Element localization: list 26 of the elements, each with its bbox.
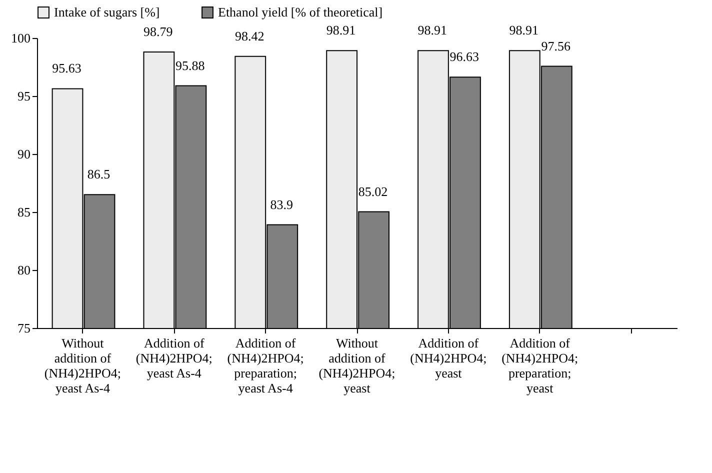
y-tick-label: 95	[18, 88, 30, 104]
data-label: 85.02	[358, 184, 388, 199]
data-label: 96.63	[450, 49, 480, 64]
legend-label: Ethanol yield [% of theoretical]	[218, 4, 383, 20]
data-label: 83.9	[270, 196, 293, 212]
data-label: 98.91	[326, 22, 356, 38]
x-tick-label: Without addition of (NH4)2HPO4; yeast As-4	[44, 336, 121, 396]
x-tick-label: Addition of (NH4)2HPO4; preparation; yeast As-4	[227, 336, 304, 396]
data-label: 98.91	[418, 22, 448, 38]
data-label: 98.79	[144, 24, 173, 40]
x-tick-label: Addition of (NH4)2HPO4; yeast As-4	[136, 336, 212, 380]
y-tick-label: 80	[18, 262, 30, 278]
legend-label: Intake of sugars [%]	[54, 4, 160, 20]
data-label: 97.56	[541, 38, 571, 54]
data-label: 98.42	[234, 28, 264, 44]
y-tick-label: 85	[18, 204, 30, 220]
data-label: 98.91	[509, 22, 538, 38]
y-tick-label: 90	[18, 146, 30, 162]
data-label: 95.63	[52, 60, 82, 76]
y-tick-label: 100	[11, 30, 30, 46]
x-tick-label: Addition of (NH4)2HPO4; yeast	[410, 336, 487, 380]
data-label: 86.5	[87, 166, 110, 182]
data-label: 95.88	[176, 58, 205, 73]
x-tick-label: Addition of (NH4)2HPO4; preparation; yeast	[502, 336, 578, 396]
x-tick-label: Without addition of (NH4)2HPO4; yeast	[318, 336, 396, 396]
y-tick-label: 75	[18, 320, 30, 336]
